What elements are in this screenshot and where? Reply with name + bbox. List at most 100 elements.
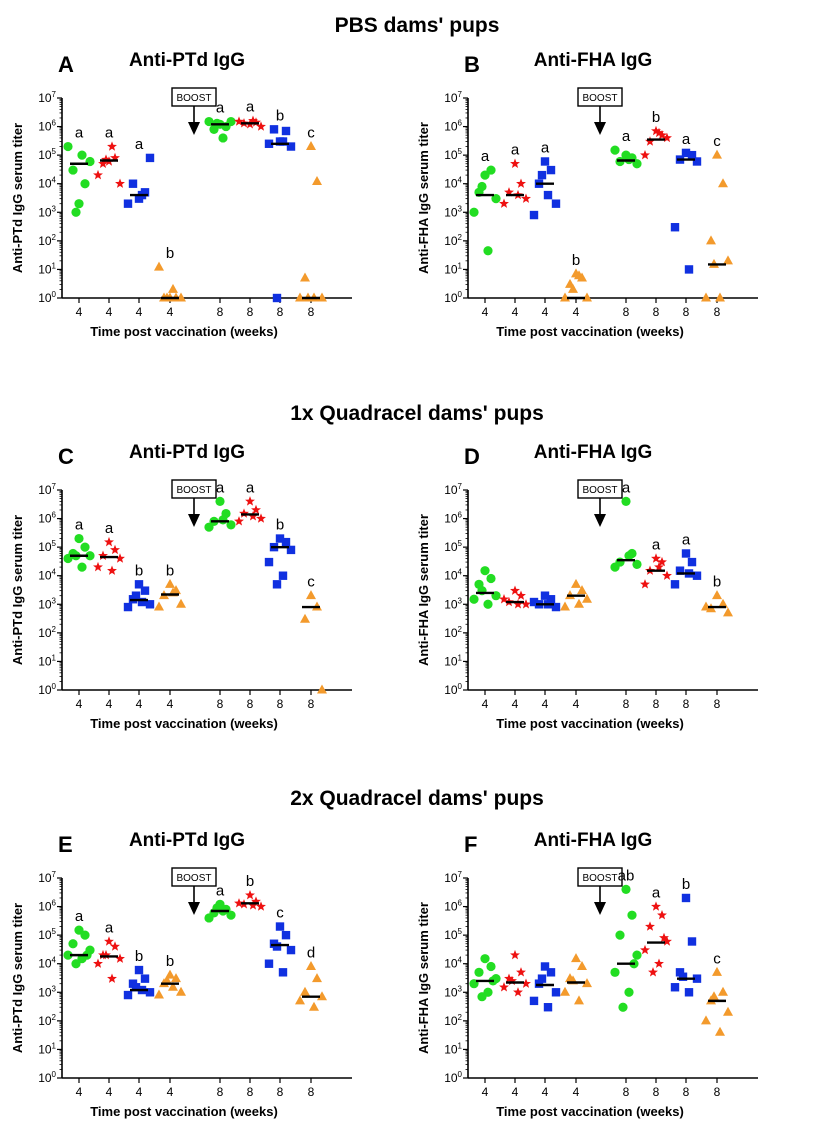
y-tick-label: 107 [38, 482, 56, 497]
significance-letter: c [276, 905, 284, 922]
group-2: a [499, 142, 531, 208]
y-tick-label: 105 [444, 927, 462, 942]
significance-letter: d [307, 944, 315, 961]
data-point [469, 594, 479, 604]
panel-title: Anti-FHA IgG [534, 830, 653, 851]
significance-letter: a [511, 142, 520, 159]
data-point [543, 1003, 553, 1012]
data-point [723, 255, 733, 265]
data-point [715, 1026, 725, 1036]
x-tick-label: 4 [512, 1085, 519, 1099]
x-tick-label: 4 [106, 697, 113, 711]
data-point [168, 981, 178, 991]
data-point [546, 165, 556, 175]
data-point [510, 585, 520, 595]
y-tick-label: 100 [38, 682, 56, 697]
x-tick-label: 8 [308, 697, 315, 711]
y-axis-title: Anti-PTd IgG serum titer [10, 515, 25, 665]
data-point [218, 515, 228, 525]
data-point [300, 613, 310, 623]
y-tick-label: 100 [38, 1070, 56, 1085]
data-point [546, 968, 556, 977]
group-6: a [640, 537, 672, 589]
data-point [546, 595, 556, 604]
significance-letter: a [622, 128, 631, 145]
data-point [93, 958, 103, 968]
data-point [537, 170, 547, 180]
x-tick-label: 8 [277, 697, 284, 711]
data-point [574, 598, 584, 608]
panel-letter: E [58, 832, 73, 857]
data-point [627, 910, 637, 920]
significance-letter: a [216, 882, 225, 899]
x-tick-label: 8 [653, 1085, 660, 1099]
y-tick-label: 106 [444, 899, 462, 914]
group-1 [469, 954, 501, 1002]
panel-letter: B [464, 52, 480, 77]
panel-title: Anti-FHA IgG [534, 50, 653, 71]
data-point [687, 937, 697, 946]
data-point [218, 133, 228, 143]
significance-letter: b [276, 107, 284, 124]
data-point [251, 896, 261, 906]
data-point [251, 117, 261, 127]
data-point [154, 989, 164, 999]
data-point [480, 954, 490, 964]
x-tick-label: 4 [542, 305, 549, 319]
x-tick-label: 4 [167, 305, 174, 319]
y-tick-label: 103 [444, 596, 462, 611]
y-tick-label: 105 [38, 927, 56, 942]
panel-E: E Anti-PTd IgG 100 101 102 103 104 105 106 107 4 4 4… [10, 830, 352, 1119]
x-tick-label: 8 [217, 1085, 224, 1099]
data-point [701, 1015, 711, 1025]
x-tick-label: 4 [76, 697, 83, 711]
group-4: b [154, 245, 186, 302]
group-6: b [234, 873, 266, 911]
y-tick-label: 106 [444, 119, 462, 134]
data-point [306, 141, 316, 151]
group-3: a [123, 136, 155, 208]
x-axis-title: Time post vaccination (weeks) [90, 716, 278, 731]
y-tick-label: 106 [38, 511, 56, 526]
group-7: b [264, 107, 296, 303]
data-point [712, 149, 722, 159]
y-tick-label: 101 [38, 1041, 56, 1056]
data-point [145, 988, 155, 997]
group-3 [529, 591, 561, 612]
x-tick-label: 4 [136, 697, 143, 711]
data-point [640, 149, 650, 160]
data-point [162, 975, 172, 985]
data-point [256, 513, 266, 523]
data-point [681, 893, 691, 903]
data-point [645, 921, 655, 931]
data-point [624, 551, 634, 561]
data-point [77, 150, 87, 160]
data-point [568, 283, 578, 293]
data-point [723, 607, 733, 617]
data-point [469, 207, 479, 217]
group-6: b [640, 109, 672, 160]
y-axis-title: Anti-PTd IgG serum titer [10, 123, 25, 273]
data-point [640, 944, 650, 955]
data-point [176, 986, 186, 996]
data-point [709, 991, 719, 1001]
data-point [115, 553, 125, 563]
data-point [670, 580, 680, 589]
data-point [312, 973, 322, 983]
data-point [295, 995, 305, 1005]
boost-label: BOOST [176, 93, 211, 104]
data-point [176, 292, 186, 302]
data-point [317, 991, 327, 1001]
panel-letter: A [58, 52, 74, 77]
data-point [577, 585, 587, 595]
data-point [93, 169, 103, 180]
y-tick-label: 104 [444, 956, 462, 971]
data-point [654, 127, 664, 138]
significance-letter: b [652, 109, 660, 126]
data-point [529, 210, 539, 220]
data-point [474, 967, 484, 977]
data-point [80, 179, 90, 189]
group-6: a [640, 885, 672, 977]
data-point [687, 150, 697, 160]
